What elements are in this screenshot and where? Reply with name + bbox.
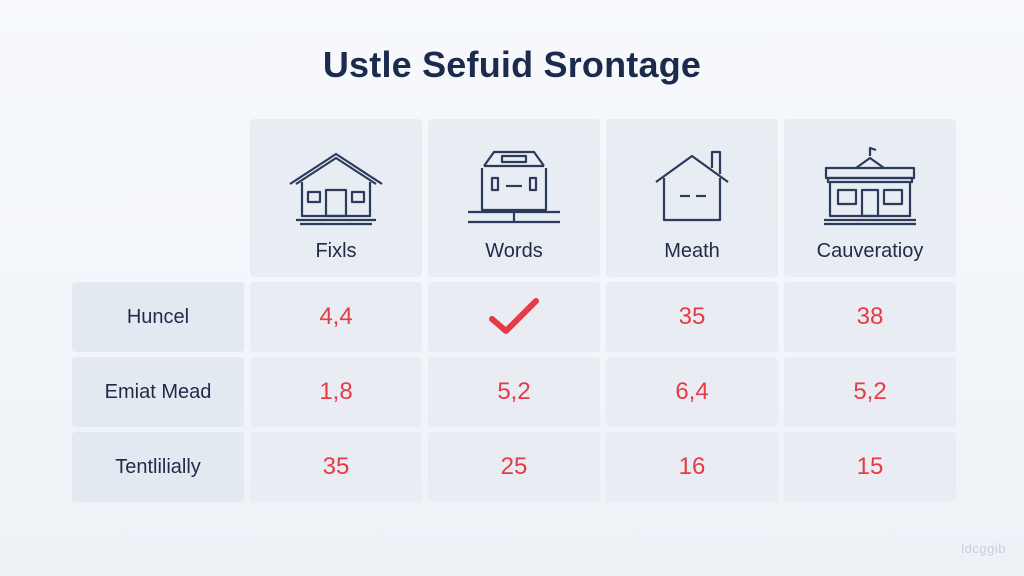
page-title: Ustle Sefuid Srontage	[322, 44, 702, 85]
table-cell: 5,2	[784, 357, 956, 427]
table-cell: 25	[428, 432, 600, 502]
table-cell: 16	[606, 432, 778, 502]
row-label: Emiat Mead	[72, 357, 244, 427]
column-header-label: Meath	[664, 240, 720, 262]
house-icon	[289, 152, 383, 226]
cottage-icon	[655, 150, 729, 222]
building-icon	[468, 150, 560, 224]
table-cell: 4,4	[250, 282, 422, 352]
table-cell: 35	[606, 282, 778, 352]
row-label: Huncel	[72, 282, 244, 352]
table-cell: 1,8	[250, 357, 422, 427]
table-cell: 5,2	[428, 357, 600, 427]
column-header-1: Fixls	[250, 119, 422, 277]
table-cell: 38	[784, 282, 956, 352]
table-cell: 6,4	[606, 357, 778, 427]
checkmark-icon	[489, 298, 539, 334]
watermark: ldcggib	[961, 541, 1006, 556]
table-corner	[72, 119, 244, 277]
column-header-label: Fixls	[315, 240, 357, 262]
table-cell	[428, 282, 600, 352]
storefront-icon	[824, 146, 916, 226]
row-label: Tentlilially	[72, 432, 244, 502]
table-cell: 35	[250, 432, 422, 502]
column-header-2: Words	[428, 119, 600, 277]
table-cell: 15	[784, 432, 956, 502]
comparison-table: Fixls Words Meath Cauveratioy Huncel 4,4	[72, 119, 956, 502]
column-header-label: Words	[485, 240, 543, 262]
column-header-3: Meath	[606, 119, 778, 277]
column-header-label: Cauveratioy	[816, 240, 924, 262]
column-header-4: Cauveratioy	[784, 119, 956, 277]
